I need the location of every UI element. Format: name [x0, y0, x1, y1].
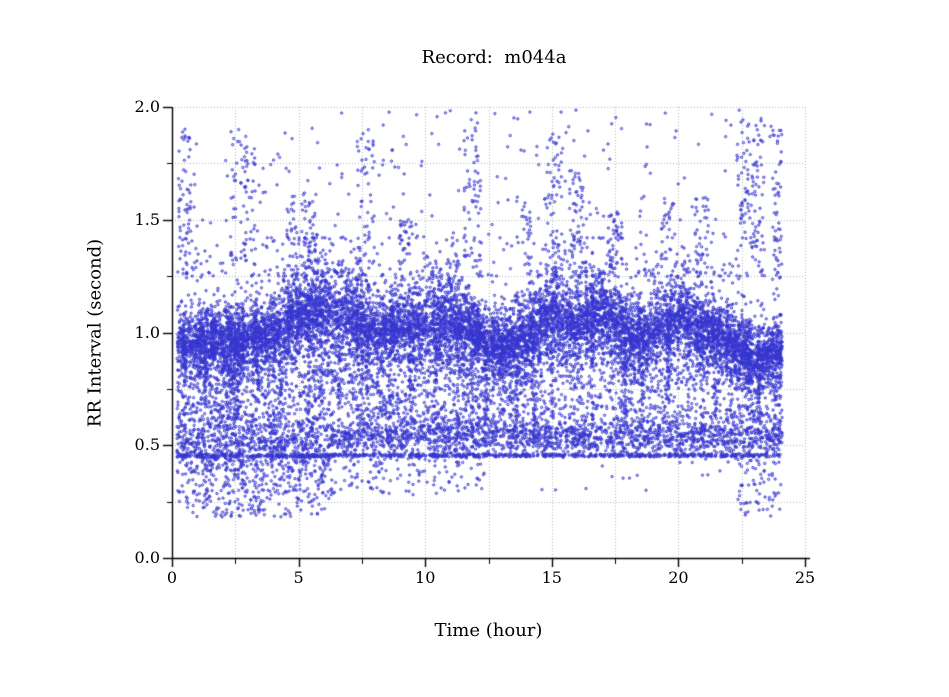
chart-title: Record: m044a: [421, 47, 567, 68]
y-tick-label: 2.0: [134, 97, 160, 116]
x-tick-label: 20: [668, 568, 689, 587]
x-tick-label: 10: [415, 568, 436, 587]
y-tick-label: 0.0: [134, 548, 160, 567]
x-tick-label: 0: [166, 568, 178, 587]
y-tick-label: 0.5: [134, 435, 160, 455]
x-tick-label: 25: [794, 568, 816, 587]
y-axis-label-text: RR Interval (second): [84, 238, 106, 428]
x-tick-label: 15: [541, 568, 562, 587]
x-axis-label: Time (hour): [434, 620, 543, 641]
x-tick-label: 5: [293, 568, 304, 587]
y-tick-label: 1.5: [134, 209, 160, 229]
y-tick-label: 1.0: [134, 322, 160, 342]
